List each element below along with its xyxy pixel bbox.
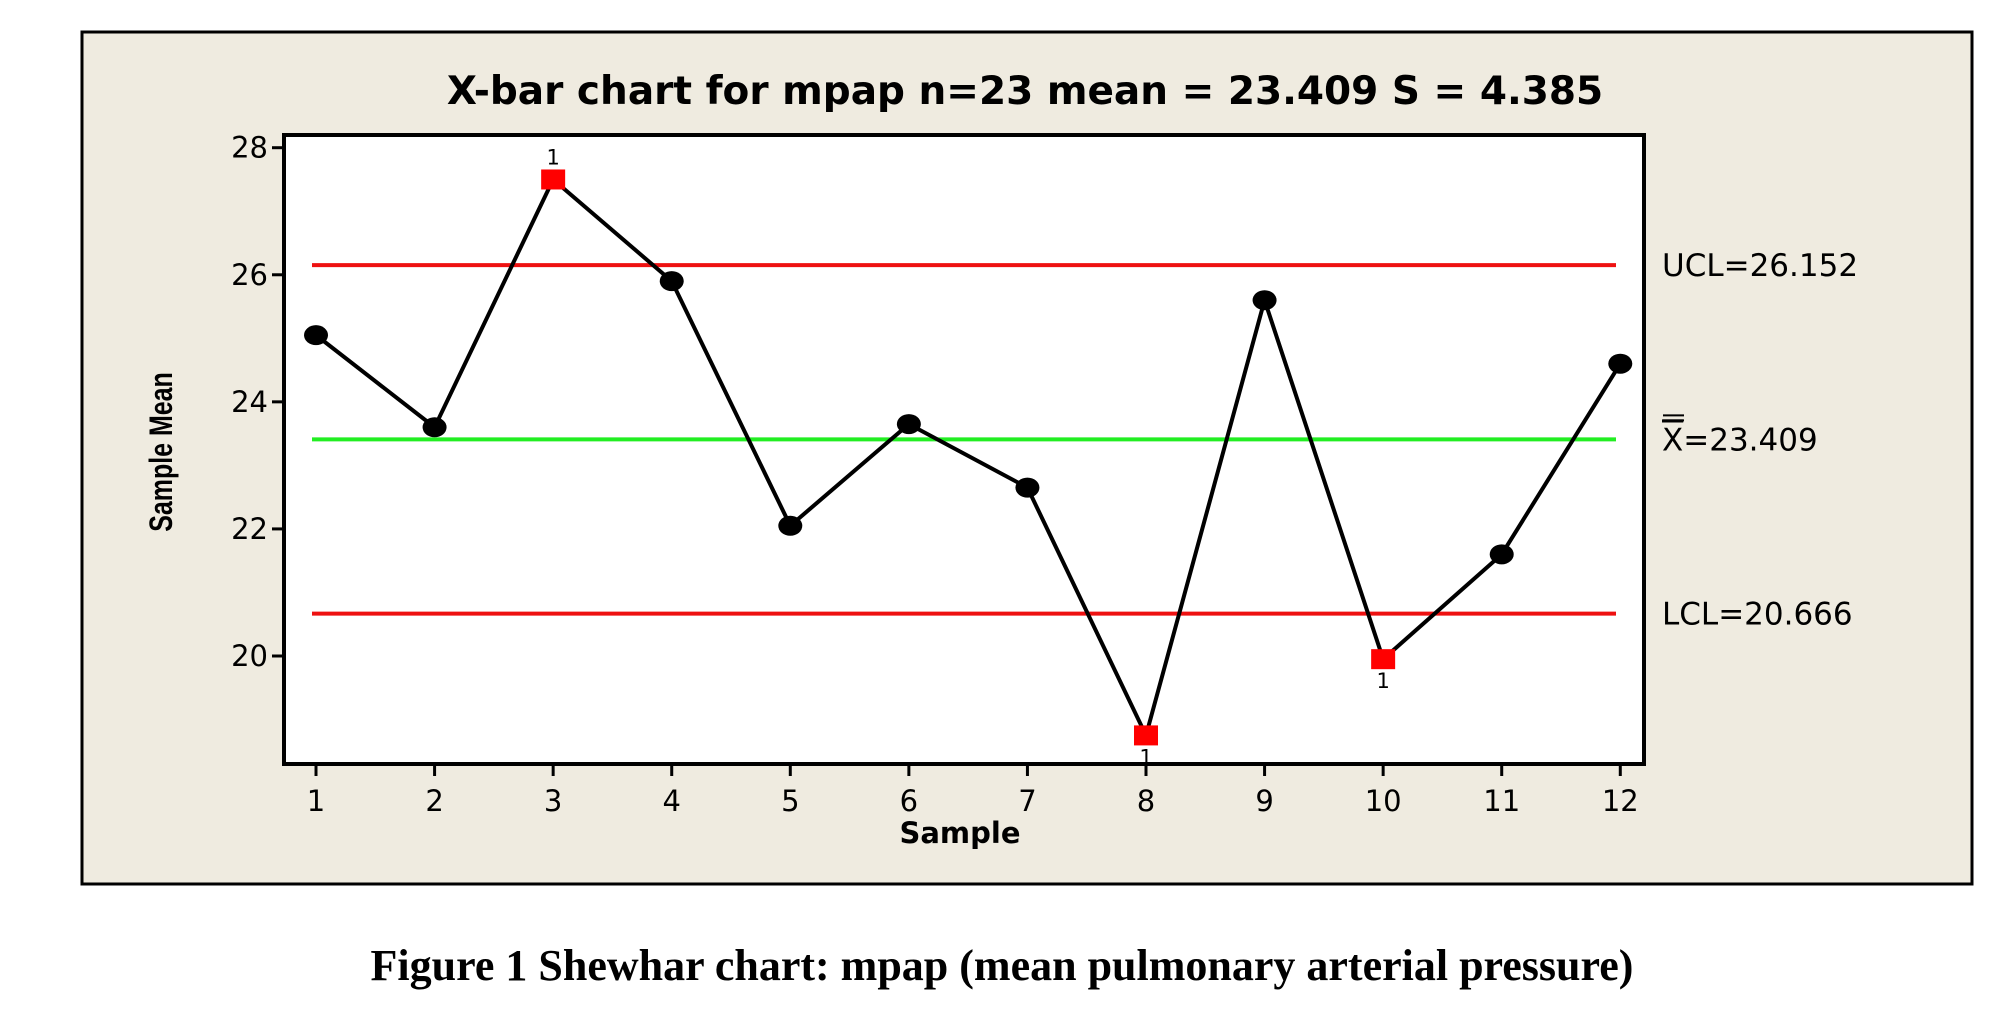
data-point <box>1489 544 1514 565</box>
x-tick-label: 8 <box>1137 784 1155 818</box>
y-tick-label: 24 <box>231 385 268 419</box>
out-of-control-flag: 1 <box>1139 745 1152 769</box>
plot-area <box>282 133 1646 766</box>
out-of-control-flag: 1 <box>1376 669 1389 693</box>
limit-labels: UCL=26.152 X=23.409 LCL=20.666 <box>1662 248 1858 633</box>
data-point <box>896 414 921 435</box>
reference-label-center: X=23.409 <box>1662 422 1818 458</box>
y-axis: 20 22 24 26 28 <box>231 131 284 673</box>
y-tick-label: 28 <box>231 131 268 165</box>
y-tick-label: 26 <box>231 258 268 292</box>
x-axis-label: Sample <box>899 816 1020 850</box>
x-tick-label: 3 <box>544 784 562 818</box>
x-tick-label: 9 <box>1255 784 1273 818</box>
chart-title: X-bar chart for mpap n=23 mean = 23.409 … <box>447 69 1603 114</box>
reference-label-ucl: UCL=26.152 <box>1662 248 1858 284</box>
series-line-group <box>314 177 1622 738</box>
x-tick-label: 10 <box>1365 784 1402 818</box>
series-line <box>314 177 1622 738</box>
data-point <box>304 325 329 346</box>
figure-caption: Figure 1 Shewhar chart: mpap (mean pulmo… <box>370 941 1634 990</box>
out-of-control-point <box>1371 649 1396 670</box>
reference-label-lcl: LCL=20.666 <box>1662 597 1853 633</box>
x-tick-label: 1 <box>307 784 325 818</box>
y-axis-label: Sample Mean <box>144 372 180 531</box>
out-of-control-flags: 1 1 1 <box>546 145 1389 769</box>
out-of-control-point <box>541 169 566 190</box>
xbarbar-symbol: X <box>1662 422 1683 458</box>
data-point <box>1608 353 1633 374</box>
x-tick-label: 6 <box>900 784 918 818</box>
x-axis: 1 2 3 4 5 6 7 8 9 10 11 12 <box>307 764 1639 818</box>
data-point <box>1252 290 1277 311</box>
out-of-control-flag: 1 <box>546 145 559 169</box>
y-tick-label: 22 <box>231 512 268 546</box>
center-value-text: =23.409 <box>1683 422 1817 458</box>
data-point <box>422 417 447 438</box>
x-tick-label: 7 <box>1018 784 1036 818</box>
x-tick-label: 2 <box>425 784 443 818</box>
x-tick-label: 12 <box>1602 784 1639 818</box>
x-tick-label: 5 <box>781 784 799 818</box>
control-limit-lines <box>312 263 1616 616</box>
x-tick-label: 4 <box>662 784 680 818</box>
x-tick-label: 11 <box>1483 784 1520 818</box>
y-tick-label: 20 <box>231 639 268 673</box>
data-point <box>659 271 684 292</box>
out-of-control-point <box>1134 725 1159 746</box>
data-point <box>1015 477 1040 498</box>
data-points <box>304 169 1633 746</box>
data-point <box>778 515 803 536</box>
